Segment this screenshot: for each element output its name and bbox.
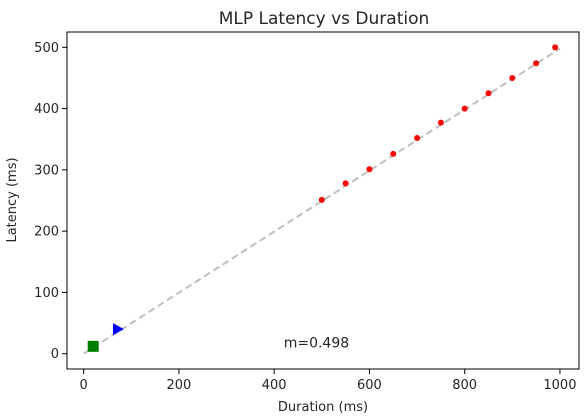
x-tick-label: 800 [452, 378, 477, 393]
data-point-s0-8 [509, 74, 516, 81]
y-tick-label: 100 [34, 286, 59, 301]
fit-line [83, 47, 561, 355]
x-axis-ticks: 0 200 400 600 800 1000 [80, 369, 576, 393]
y-tick-label: 300 [34, 163, 59, 178]
y-tick-label: 200 [34, 225, 59, 240]
data-point-s0-1 [342, 180, 349, 187]
x-tick-label: 1000 [543, 378, 576, 393]
data-point-s1-0 [112, 323, 124, 336]
y-tick-label: 0 [51, 347, 59, 362]
y-axis-ticks: 0 100 200 300 400 500 [34, 41, 67, 362]
data-point-s0-0 [318, 196, 325, 203]
x-tick-label: 200 [167, 378, 192, 393]
data-point-s0-5 [437, 119, 444, 126]
data-point-s2-0 [87, 340, 99, 352]
x-axis-label: Duration (ms) [278, 400, 368, 415]
x-tick-label: 0 [80, 378, 88, 393]
chart-title: MLP Latency vs Duration [219, 9, 430, 29]
data-points-layer [87, 44, 559, 352]
slope-annotation: m=0.498 [284, 336, 349, 352]
x-tick-label: 600 [357, 378, 382, 393]
y-tick-label: 400 [34, 102, 59, 117]
data-point-s0-10 [552, 44, 559, 51]
plot-frame [66, 31, 580, 370]
data-point-s0-7 [485, 90, 492, 97]
y-tick-label: 500 [34, 41, 59, 56]
data-point-s0-2 [366, 166, 373, 173]
data-point-s0-6 [461, 105, 468, 112]
data-point-s0-3 [390, 150, 397, 157]
fit-line-layer [83, 47, 561, 355]
data-point-s0-4 [414, 135, 421, 142]
x-tick-label: 400 [262, 378, 287, 393]
data-point-s0-9 [533, 60, 540, 67]
y-axis-label: Latency (ms) [5, 157, 20, 242]
